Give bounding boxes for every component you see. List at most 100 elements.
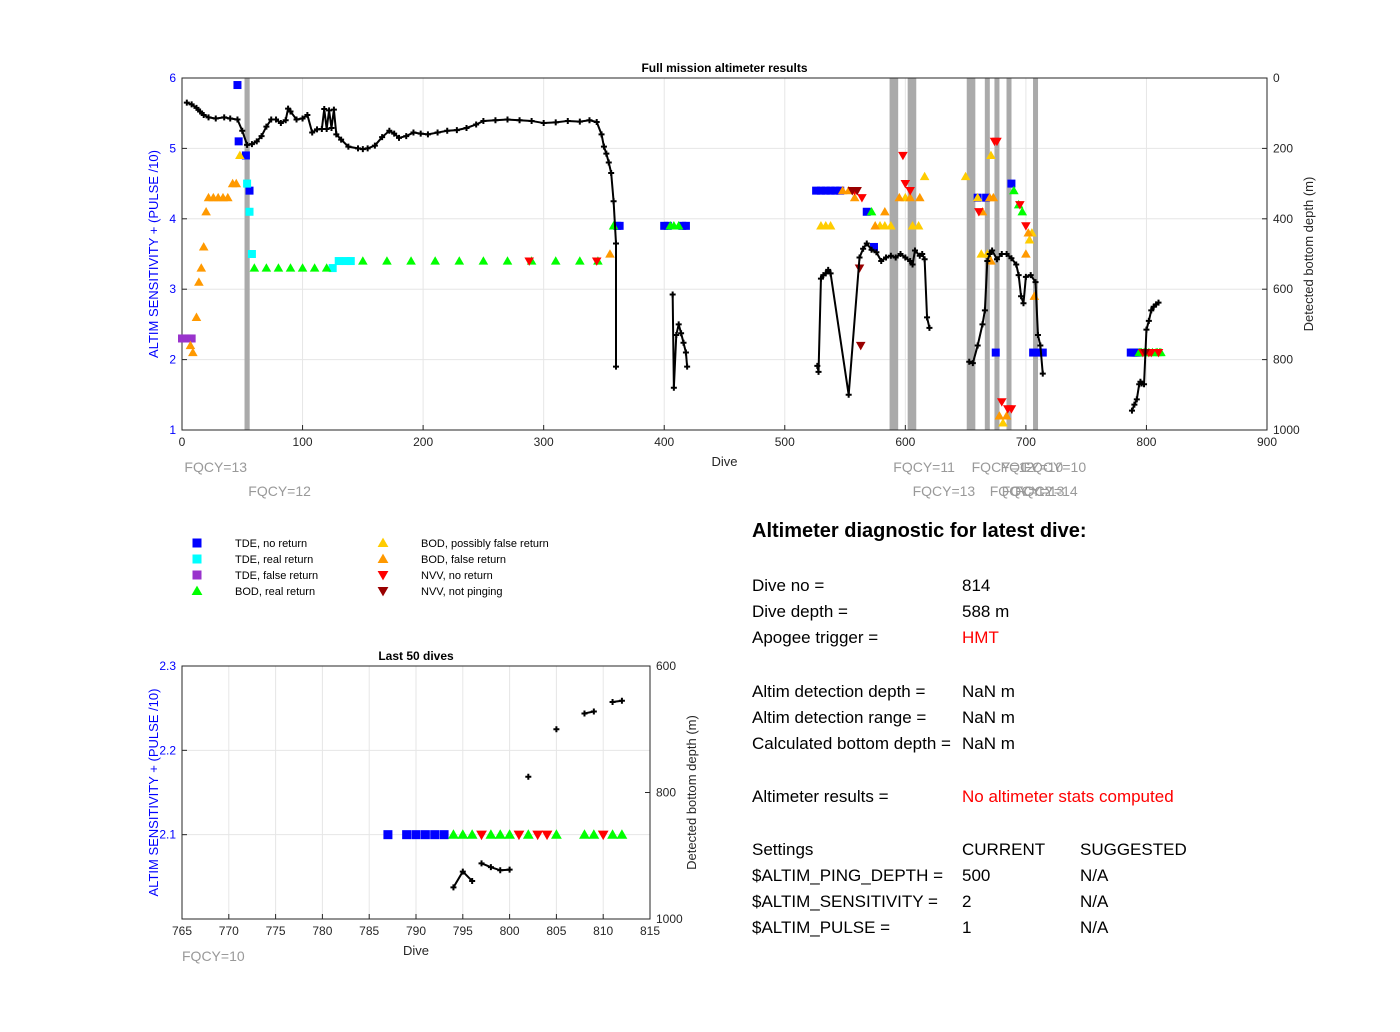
data-point-tde_no_return <box>420 830 430 840</box>
setting-name: $ALTIM_SENSITIVITY = <box>752 892 938 911</box>
data-point-bod_possibly_false <box>886 221 896 230</box>
data-point-bod_real_return <box>1017 206 1028 216</box>
bottom-depth-point <box>1034 331 1041 338</box>
data-point-tde_no_return <box>991 348 1000 357</box>
bottom-depth-point <box>590 708 597 715</box>
y-tick-label: 2 <box>169 353 176 367</box>
bottom-depth-point <box>897 251 904 257</box>
bottom-depth-point <box>1008 255 1015 262</box>
setting-current: 1 <box>962 918 972 937</box>
legend-label: NVV, not pinging <box>421 586 503 598</box>
bottom-depth-point <box>909 261 916 268</box>
bottom-depth-point <box>338 136 345 143</box>
bottom-depth-point <box>593 119 600 125</box>
bottom-depth-point <box>553 726 560 733</box>
bottom-depth-point <box>528 117 535 124</box>
data-point-tde_no_return <box>1033 348 1042 357</box>
data-point-bod_false <box>986 256 996 265</box>
data-point-bod_possibly_false <box>976 249 987 258</box>
data-point-bod_false <box>196 263 207 272</box>
bottom-depth-point <box>450 884 457 891</box>
data-point-bod_false <box>915 192 925 202</box>
y2-tick-label: 800 <box>1273 353 1293 367</box>
altim-detection-range-value: NaN m <box>962 708 1015 727</box>
bottom-depth-point <box>817 275 824 282</box>
data-point-bod_false <box>185 340 196 350</box>
data-point-tde_real_return <box>346 257 355 266</box>
bottom-depth-point <box>396 134 402 141</box>
bottom-depth-point <box>497 867 504 874</box>
data-point-tde_real_return <box>341 257 350 266</box>
bottom-depth-point <box>814 362 821 369</box>
data-point-tde_no_return <box>816 186 825 195</box>
bottom-depth-point <box>1018 293 1025 300</box>
data-point-bod_real_return <box>478 256 489 265</box>
bottom-depth-point <box>205 114 212 121</box>
data-point-bod_real_return <box>382 256 392 265</box>
bottom-depth-point <box>1145 317 1152 324</box>
bottom-depth-point <box>469 878 476 885</box>
chart-title: Last 50 dives <box>378 649 454 663</box>
x-tick-label: 780 <box>312 924 332 938</box>
setting-current: 500 <box>962 866 991 885</box>
x-axis-label: Dive <box>711 454 737 469</box>
y-tick-label: 1 <box>169 423 176 437</box>
bottom-depth-point <box>919 251 926 257</box>
bottom-depth-point <box>887 252 894 259</box>
plot-frame <box>181 77 1268 431</box>
data-point-nvv_no_return <box>992 137 1002 147</box>
bottom-depth-point <box>234 116 241 123</box>
y2-tick-label: 0 <box>1273 71 1280 85</box>
data-point-nvv_no_return <box>513 830 525 841</box>
data-point-bod_real_return <box>494 829 506 839</box>
bottom-depth-point <box>506 866 513 873</box>
data-point-nvv_no_return <box>476 830 487 841</box>
data-point-bod_false <box>870 221 880 230</box>
data-point-bod_possibly_false <box>880 221 890 230</box>
x-tick-label: 775 <box>266 924 286 938</box>
data-point-tde_no_return <box>982 193 991 202</box>
data-point-tde_no_return <box>826 186 835 195</box>
data-point-bod_real_return <box>406 256 416 265</box>
bottom-depth-point <box>981 307 988 314</box>
data-point-bod_possibly_false <box>972 192 983 202</box>
bottom-depth-point <box>845 391 852 398</box>
data-point-bod_false <box>1023 228 1034 237</box>
bottom-depth-point <box>453 127 460 134</box>
data-point-tde_false_return <box>187 334 196 343</box>
bottom-depth-point <box>613 363 619 370</box>
data-point-bod_false <box>905 192 915 202</box>
setting-name: $ALTIM_PULSE = <box>752 918 891 937</box>
bottom-depth-point <box>473 121 480 128</box>
bottom-depth-point <box>924 314 931 321</box>
x-tick-label: 795 <box>453 924 473 938</box>
data-point-bod_possibly_false <box>907 221 918 230</box>
bottom-depth-point <box>328 124 335 131</box>
bottom-depth-point <box>263 123 270 130</box>
data-point-tde_no_return <box>383 830 393 840</box>
bottom-depth-point <box>330 106 337 113</box>
data-point-nvv_no_return <box>541 830 553 841</box>
data-point-tde_no_return <box>233 81 242 90</box>
legend-marker-bod_possibly_false <box>377 537 389 548</box>
bottom-depth-point <box>883 254 890 261</box>
bottom-depth-point <box>921 256 928 263</box>
bottom-depth-point <box>1133 396 1140 403</box>
x-tick-label: 810 <box>593 924 613 938</box>
bottom-depth-point <box>1013 261 1020 268</box>
bottom-depth-point <box>459 868 466 875</box>
bottom-depth-point <box>613 240 619 247</box>
data-point-bod_real_return <box>273 263 284 272</box>
bottom-depth-point <box>1015 272 1022 279</box>
x-tick-label: 765 <box>172 924 192 938</box>
data-point-bod_real_return <box>616 829 628 839</box>
bottom-depth-point <box>309 129 316 136</box>
data-point-bod_false <box>994 411 1005 420</box>
bottom-depth-point <box>504 116 511 123</box>
x-tick-label: 400 <box>654 435 674 449</box>
diagnostic-heading: Altimeter diagnostic for latest dive: <box>752 520 1087 542</box>
bottom-depth-point <box>492 117 499 124</box>
y2-axis-label: Detected bottom depth (m) <box>684 715 699 870</box>
bottom-depth-point <box>564 117 571 124</box>
data-point-bod_false <box>194 277 204 286</box>
